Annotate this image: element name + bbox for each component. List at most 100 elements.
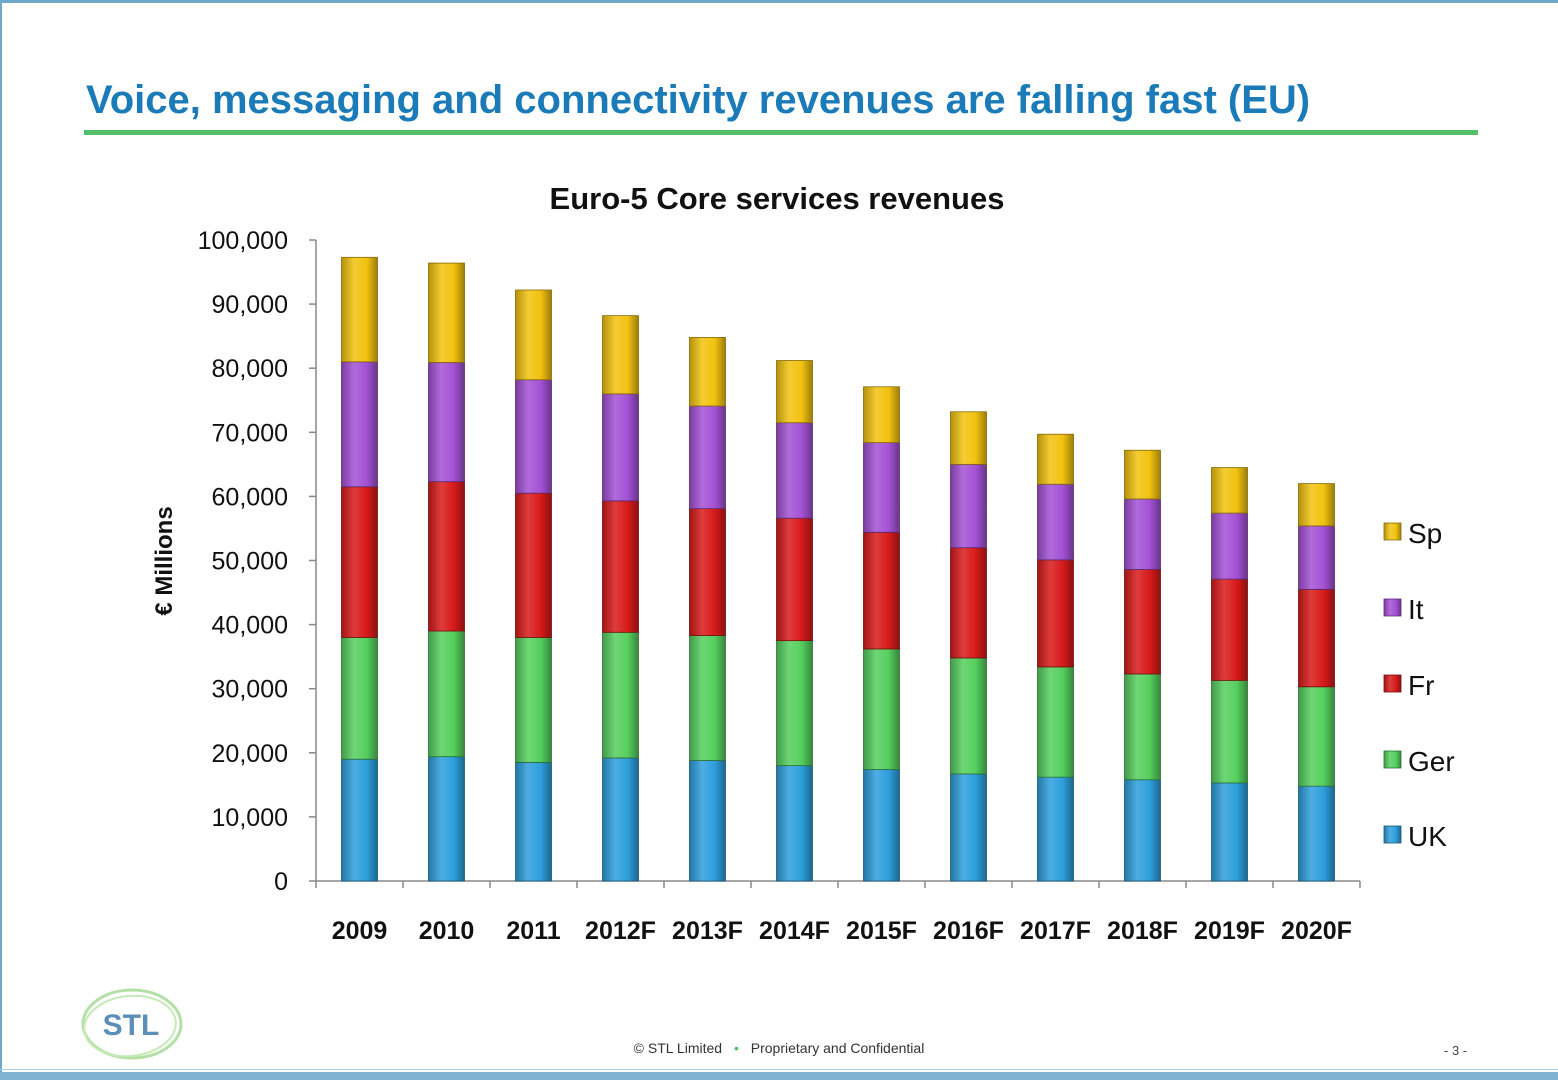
y-tick-label: 30,000 xyxy=(212,676,288,704)
stacked-bar-chart: Euro-5 Core services revenues € Millions 0… xyxy=(151,181,1455,945)
x-tick-label: 2019F xyxy=(1194,917,1265,945)
x-tick-label: 2014F xyxy=(759,917,830,945)
bar-segment-ger xyxy=(428,630,465,758)
bar-segment-sp xyxy=(1124,449,1161,500)
bar-segment-sp xyxy=(1211,467,1248,514)
x-tick-label: 2013F xyxy=(672,917,743,945)
stl-logo: STL xyxy=(81,988,183,1060)
bar-segment-fr xyxy=(1211,578,1248,681)
bar-segment-sp xyxy=(602,315,639,395)
y-tick-label: 10,000 xyxy=(212,804,288,832)
bar-segment-it xyxy=(602,393,639,502)
y-tick-label: 0 xyxy=(274,868,288,896)
y-tick-label: 100,000 xyxy=(198,227,288,255)
bar-segment-ger xyxy=(689,635,726,761)
bar-segment-it xyxy=(689,405,726,509)
x-tick-label: 2020F xyxy=(1281,917,1352,945)
x-tick-label: 2016F xyxy=(933,917,1004,945)
legend-label-uk: UK xyxy=(1408,821,1447,852)
bar-segment-ger xyxy=(1211,679,1248,784)
bar-segment-fr xyxy=(515,492,552,638)
footer-separator: • xyxy=(733,1040,739,1056)
x-tick-label: 2011 xyxy=(506,917,560,945)
bar-segment-uk xyxy=(776,765,813,882)
x-tick-label: 2018F xyxy=(1107,917,1178,945)
footer: © STL Limited • Proprietary and Confiden… xyxy=(0,1040,1558,1056)
y-tick-label: 80,000 xyxy=(212,355,288,383)
bar-segment-fr xyxy=(689,508,726,636)
bar-segment-ger xyxy=(602,631,639,759)
bar-segment-sp xyxy=(950,411,987,465)
bar-segment-fr xyxy=(428,481,465,632)
bar-segment-ger xyxy=(863,648,900,770)
bar-segment-sp xyxy=(776,360,813,424)
bar-segment-fr xyxy=(341,486,378,638)
legend-swatch-ger xyxy=(1383,750,1402,769)
bar-segment-uk xyxy=(602,757,639,882)
bar-segment-it xyxy=(776,422,813,519)
footer-company: STL Limited xyxy=(647,1040,723,1056)
legend-label-sp: Sp xyxy=(1408,518,1442,549)
y-axis-label: € Millions xyxy=(151,506,178,615)
bar-segment-fr xyxy=(863,531,900,650)
x-tick-label: 2017F xyxy=(1020,917,1091,945)
bar-segment-uk xyxy=(515,762,552,882)
bar-segment-sp xyxy=(428,262,465,363)
bar-segment-it xyxy=(341,361,378,488)
bar-segment-fr xyxy=(776,517,813,642)
bar-segment-uk xyxy=(1211,782,1248,882)
chart-title: Euro-5 Core services revenues xyxy=(550,181,1005,216)
bar-segment-uk xyxy=(689,760,726,882)
bar-segment-fr xyxy=(1298,588,1335,688)
bar-segment-it xyxy=(428,362,465,483)
bar-segment-ger xyxy=(950,657,987,775)
bar-segment-it xyxy=(950,463,987,549)
copyright-symbol: © xyxy=(633,1040,644,1056)
bar-segment-it xyxy=(1124,498,1161,570)
x-tick-label: 2015F xyxy=(846,917,917,945)
bar-segment-fr xyxy=(1037,559,1074,668)
y-tick-label: 40,000 xyxy=(212,612,288,640)
bar-segment-sp xyxy=(1298,483,1335,527)
bar-segment-uk xyxy=(341,758,378,882)
bar-segment-sp xyxy=(515,289,552,381)
footer-notice: Proprietary and Confidential xyxy=(750,1040,925,1056)
legend-label-ger: Ger xyxy=(1408,746,1455,777)
bottom-border-thin xyxy=(0,1069,1558,1070)
bar-segment-uk xyxy=(950,773,987,882)
bar-segment-it xyxy=(1037,483,1074,561)
bar-segment-uk xyxy=(1037,776,1074,882)
bar-segment-fr xyxy=(1124,569,1161,675)
y-tick-label: 60,000 xyxy=(212,483,288,511)
bar-segment-it xyxy=(1211,512,1248,580)
top-border xyxy=(0,0,1558,3)
y-tick-label: 70,000 xyxy=(212,419,288,447)
x-tick-label: 2009 xyxy=(332,917,388,945)
legend-label-it: It xyxy=(1408,594,1424,625)
bar-segment-it xyxy=(515,379,552,494)
bar-segment-sp xyxy=(341,256,378,363)
slide-title: Voice, messaging and connectivity revenu… xyxy=(86,78,1311,122)
bar-segment-ger xyxy=(1124,673,1161,781)
bar-segment-it xyxy=(1298,525,1335,590)
x-tick-label: 2012F xyxy=(585,917,656,945)
legend-swatch-it xyxy=(1383,598,1402,617)
bar-segment-ger xyxy=(515,637,552,763)
bar-segment-uk xyxy=(863,769,900,882)
bar-segment-sp xyxy=(1037,433,1074,485)
bar-segment-uk xyxy=(428,756,465,882)
x-tick-label: 2010 xyxy=(419,917,475,945)
y-tick-label: 90,000 xyxy=(212,291,288,319)
bar-segment-ger xyxy=(1298,686,1335,787)
bar-segment-fr xyxy=(602,500,639,633)
y-tick-label: 50,000 xyxy=(212,548,288,576)
legend-swatch-fr xyxy=(1383,674,1402,693)
bar-segment-uk xyxy=(1298,785,1335,882)
logo-text: STL xyxy=(103,1009,160,1042)
legend-swatch-uk xyxy=(1383,825,1402,844)
legend-swatch-sp xyxy=(1383,522,1402,541)
left-border xyxy=(0,0,2,1080)
legend-label-fr: Fr xyxy=(1408,670,1434,701)
bar-segment-sp xyxy=(689,337,726,407)
bottom-border xyxy=(0,1072,1558,1080)
